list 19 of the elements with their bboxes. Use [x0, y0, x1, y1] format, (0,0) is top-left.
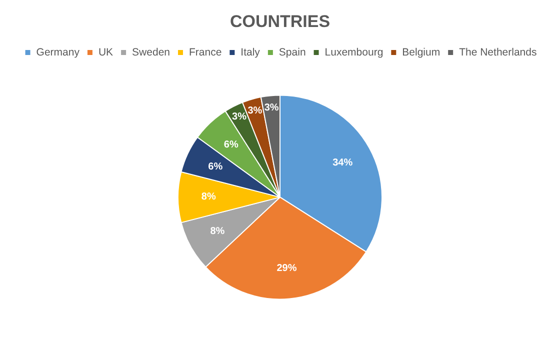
legend-label: Italy: [240, 46, 261, 58]
data-label: 29%: [276, 262, 297, 274]
legend-label: Germany: [36, 46, 80, 58]
legend-label: Sweden: [132, 46, 170, 58]
data-label: 6%: [208, 161, 223, 172]
legend-label: UK: [98, 46, 114, 58]
legend-label: France: [188, 46, 222, 58]
legend-label: The Netherlands: [459, 46, 537, 58]
data-label: 34%: [332, 157, 353, 168]
data-label: 6%: [224, 140, 238, 151]
data-label: 3%: [232, 112, 247, 123]
data-label: 3%: [248, 106, 262, 117]
legend-label: Luxembourg: [324, 46, 384, 58]
data-label: 8%: [210, 226, 225, 238]
data-label: 3%: [264, 102, 279, 114]
legend-label: Spain: [278, 46, 306, 58]
chart-title: COUNTRIES: [230, 12, 330, 31]
data-label: 8%: [201, 192, 216, 203]
legend-label: Belgium: [402, 46, 440, 58]
